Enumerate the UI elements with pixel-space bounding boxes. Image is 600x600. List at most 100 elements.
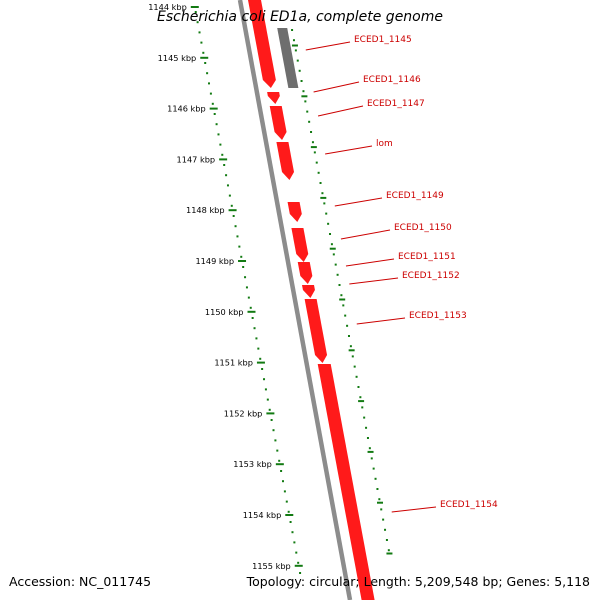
ruler-minor-tick <box>257 347 260 350</box>
ruler-minor-tick <box>219 143 222 146</box>
ruler-minor-tick <box>209 92 212 95</box>
outer-minor-tick <box>346 324 349 327</box>
ruler-label: 1154 kbp <box>243 510 282 520</box>
outer-minor-tick <box>382 518 385 521</box>
outer-minor-tick <box>344 314 347 317</box>
ruler-minor-tick <box>194 11 197 13</box>
gene-label: ECED1_1149 <box>386 191 444 201</box>
ruler-minor-tick <box>232 215 235 217</box>
ruler-minor-tick <box>261 368 264 370</box>
outer-minor-tick <box>376 488 379 490</box>
gene-ECED1_1153 <box>304 299 328 363</box>
outer-minor-tick <box>384 528 387 531</box>
gene-label: ECED1_1154 <box>440 500 498 510</box>
gene-label-leader <box>334 197 383 207</box>
gene-label-leader <box>349 277 399 285</box>
ruler-minor-tick <box>281 480 284 483</box>
ruler-minor-tick <box>287 510 290 513</box>
ruler-label: 1149 kbp <box>195 256 234 266</box>
ruler-minor-tick <box>236 235 239 238</box>
ruler-minor-tick <box>226 184 229 187</box>
outer-minor-tick <box>311 141 314 144</box>
outer-minor-tick <box>292 39 295 42</box>
gene-ECED1_1145 <box>248 0 276 88</box>
gene-label: ECED1_1145 <box>354 35 412 45</box>
ruler-minor-tick <box>208 82 211 85</box>
ruler-label: 1144 kbp <box>148 2 187 12</box>
ruler-label: 1153 kbp <box>233 459 272 469</box>
gene-ECED1_1151 <box>297 262 313 284</box>
outer-minor-tick <box>313 151 316 154</box>
ruler-minor-tick <box>202 51 205 54</box>
ruler-minor-tick <box>283 490 286 493</box>
outer-tick-track <box>291 29 393 555</box>
ruler-minor-tick <box>272 429 275 432</box>
gene-label-leader <box>313 81 360 93</box>
outer-minor-tick <box>359 396 362 399</box>
ruler-minor-tick <box>280 470 283 472</box>
ruler-minor-tick <box>274 439 277 442</box>
outer-minor-tick <box>338 284 341 286</box>
outer-minor-tick <box>319 182 322 184</box>
outer-minor-tick <box>300 80 303 82</box>
outer-minor-tick <box>366 437 369 439</box>
ruler-minor-tick <box>270 419 273 421</box>
outer-minor-tick <box>332 253 335 256</box>
ruler-minor-tick <box>245 286 248 289</box>
ruler-minor-tick <box>255 337 258 340</box>
outer-minor-tick <box>294 49 297 52</box>
outer-minor-tick <box>355 375 358 378</box>
outer-minor-tick <box>370 457 373 460</box>
gene-ECED1_1147 <box>269 106 287 140</box>
ruler-minor-tick <box>295 551 298 554</box>
gene-label: ECED1_1151 <box>398 252 456 262</box>
ruler-minor-tick <box>285 500 288 503</box>
ruler-minor-tick <box>249 306 252 309</box>
ruler-minor-tick <box>206 72 209 75</box>
ruler-minor-tick <box>278 459 281 462</box>
ruler-minor-tick <box>244 276 247 279</box>
outer-minor-tick <box>327 222 330 225</box>
outer-minor-tick <box>308 120 311 123</box>
ruler-minor-tick <box>215 123 218 126</box>
outer-minor-tick <box>315 161 318 164</box>
ruler-label: 1148 kbp <box>186 205 225 215</box>
outer-minor-tick <box>336 273 339 276</box>
gene-label: lom <box>376 139 393 149</box>
outer-minor-tick <box>365 426 368 429</box>
outer-minor-tick <box>317 171 320 174</box>
ruler-minor-tick <box>264 388 267 391</box>
ruler-label: 1151 kbp <box>214 358 253 368</box>
ruler-minor-tick <box>299 572 302 574</box>
gene-ECED1_1154 <box>317 364 375 600</box>
outer-minor-tick <box>385 539 388 541</box>
topology-text: Topology: circular; Length: 5,209,548 bp… <box>246 574 590 589</box>
outer-minor-tick <box>353 365 356 368</box>
gene-ECED1_1146 <box>267 92 280 104</box>
gene-ECED1_1145-gray <box>277 28 299 88</box>
outer-minor-tick <box>349 345 352 348</box>
ruler-minor-tick <box>266 398 269 401</box>
ruler-minor-tick <box>238 245 241 248</box>
outer-minor-tick <box>329 233 332 235</box>
ruler-minor-tick <box>259 357 262 360</box>
gene-label: ECED1_1153 <box>409 311 467 321</box>
backbone-highlight <box>245 0 357 600</box>
outer-minor-tick <box>325 212 328 215</box>
gene-label: ECED1_1147 <box>367 99 425 109</box>
outer-minor-tick <box>357 386 360 388</box>
ruler-minor-tick <box>268 408 271 411</box>
backbone-line <box>237 0 353 600</box>
ruler-minor-tick <box>234 225 237 228</box>
ruler-label: 1146 kbp <box>167 104 206 114</box>
outer-minor-tick <box>298 69 301 72</box>
ruler-minor-tick <box>204 62 207 64</box>
accession-text: Accession: NC_011745 <box>9 574 152 589</box>
outer-minor-tick <box>378 498 381 501</box>
ruler-label: 1155 kbp <box>252 561 291 571</box>
gene-label-leader <box>340 229 391 240</box>
outer-minor-tick <box>323 202 326 205</box>
outer-minor-tick <box>330 243 333 246</box>
